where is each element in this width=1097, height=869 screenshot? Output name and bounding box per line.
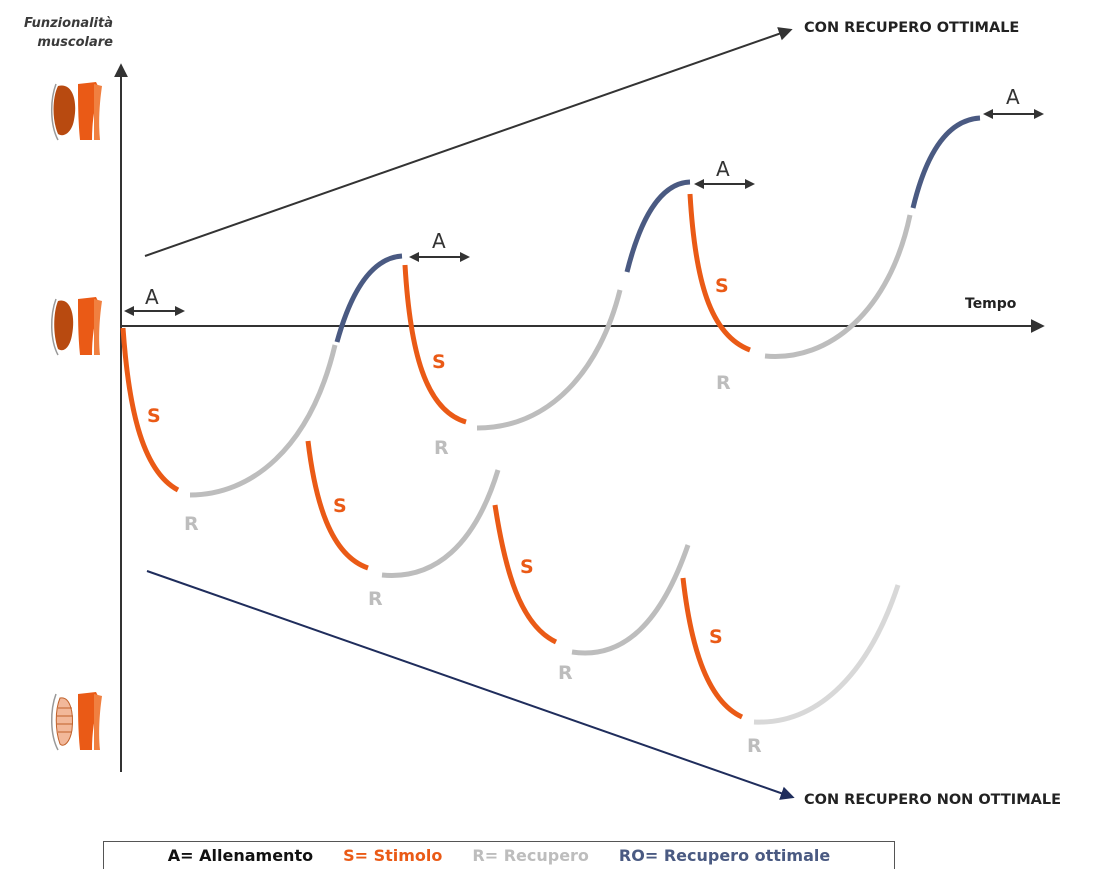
- stimolo-segment: [120, 327, 180, 493]
- trend-up-line: [144, 27, 793, 257]
- r-label: R: [434, 437, 449, 459]
- trend-down-line: [146, 570, 795, 800]
- legend-recupero-ottimale: RO= Recupero ottimale: [618, 846, 831, 865]
- muscle-low-icon: [51, 692, 102, 751]
- recupero-segment: [764, 214, 913, 359]
- legend: A= Allenamento S= Stimolo R= Recupero RO…: [103, 841, 895, 869]
- r-label: R: [558, 662, 573, 684]
- allenamento-markers: [124, 109, 1044, 316]
- non-optimal-cycles: [305, 440, 901, 725]
- recupero-segment: [189, 344, 338, 498]
- a-label: A: [716, 157, 730, 181]
- s-label: S: [709, 626, 723, 648]
- recupero-segment: [381, 469, 501, 578]
- y-axis-label-line1: Funzionalità: [23, 16, 113, 31]
- legend-allenamento: A= Allenamento: [167, 846, 314, 865]
- s-label: S: [432, 351, 446, 373]
- muscle-mid-icon: [51, 297, 102, 356]
- y-axis-label: Funzionalità muscolare: [8, 14, 113, 52]
- x-axis-label: Tempo: [965, 296, 1017, 312]
- trend-up-label: CON RECUPERO OTTIMALE: [804, 20, 1020, 36]
- a-label: A: [145, 285, 159, 309]
- r-label: R: [716, 372, 731, 394]
- r-label: R: [747, 735, 762, 757]
- recupero-segment: [476, 289, 623, 431]
- stimolo-segment: [305, 440, 369, 571]
- recupero-ottimale-segment: [624, 179, 691, 273]
- s-label: S: [520, 556, 534, 578]
- trend-down-label: CON RECUPERO NON OTTIMALE: [804, 792, 1061, 808]
- stimolo-segment: [687, 193, 751, 353]
- stimolo-segment: [680, 577, 744, 720]
- optimal-cycles: [120, 115, 981, 498]
- recupero-ottimale-segment: [910, 115, 981, 209]
- muscle-high-icon: [51, 82, 102, 141]
- r-label: R: [368, 588, 383, 610]
- y-axis-label-line2: muscolare: [37, 35, 113, 50]
- a-label: A: [1006, 85, 1020, 109]
- s-label: S: [333, 495, 347, 517]
- s-label: S: [715, 275, 729, 297]
- s-label: S: [147, 405, 161, 427]
- stimolo-segment: [492, 504, 558, 645]
- legend-stimolo: S= Stimolo: [343, 846, 443, 865]
- stimolo-segment: [402, 264, 467, 425]
- recupero-segment: [753, 584, 901, 725]
- legend-recupero: R= Recupero: [472, 846, 589, 865]
- recupero-ottimale-segment: [334, 253, 403, 343]
- a-label: A: [432, 229, 446, 253]
- recupero-segment: [571, 544, 691, 656]
- r-label: R: [184, 513, 199, 535]
